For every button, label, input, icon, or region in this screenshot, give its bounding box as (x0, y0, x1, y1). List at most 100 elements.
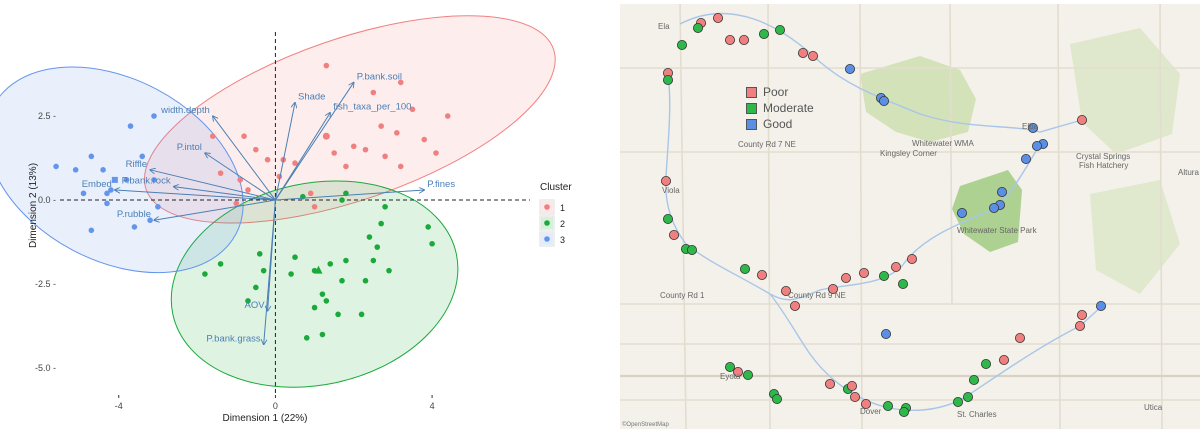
site-marker-moderate (980, 358, 991, 369)
site-marker-poor (797, 48, 808, 59)
cluster-3-point (104, 190, 110, 197)
cluster-1-point (253, 146, 259, 153)
cluster-2-point (288, 271, 294, 277)
forest-area (1090, 180, 1180, 294)
place-label: Kingsley Corner (880, 149, 937, 158)
loading-label: P.intol (177, 142, 202, 153)
cluster-2-point (386, 267, 392, 274)
map-legend: Poor Moderate Good (746, 84, 814, 132)
road (679, 4, 687, 429)
site-marker-good (1095, 300, 1106, 311)
cluster-2-point (366, 234, 373, 240)
legend-key-point (544, 204, 550, 210)
site-marker-poor (858, 267, 869, 278)
site-marker-poor (890, 261, 901, 272)
map-legend-good: Good (746, 116, 814, 132)
loading-arrow (154, 199, 276, 220)
map-legend-moderate: Moderate (746, 100, 814, 116)
legend-key-point (544, 236, 550, 242)
cluster-2-point (358, 311, 365, 318)
cluster-1-point (245, 187, 251, 193)
x-axis-label: Dimension 1 (22%) (222, 413, 307, 424)
cluster-2-point (319, 331, 326, 338)
legend-label: 1 (560, 203, 565, 213)
road (949, 4, 953, 305)
loading-label: P.fines (427, 179, 455, 190)
site-marker-poor (713, 12, 724, 23)
loading-arrow (174, 187, 276, 201)
legend-label: 3 (560, 235, 565, 245)
site-marker-poor (669, 229, 680, 240)
loading-arrow (275, 190, 424, 201)
loading-label: P.bank.soil (357, 71, 402, 82)
site-marker-poor (1074, 320, 1085, 331)
site-marker-moderate (771, 393, 782, 404)
place-label: Viola (662, 186, 680, 195)
cluster-2-point (323, 298, 330, 304)
cluster-3-point (88, 227, 95, 234)
cluster-2-point (253, 284, 259, 291)
cluster-1-centroid (322, 132, 330, 140)
loading-arrow (150, 170, 276, 201)
cluster-2-point (429, 240, 435, 247)
site-marker-moderate (952, 396, 963, 407)
place-label: Fish Hatchery (1079, 161, 1129, 170)
x-tick-label: 0 (273, 401, 278, 411)
map-copyright: ©OpenStreetMap (622, 422, 669, 428)
cluster-2-point (245, 298, 251, 304)
site-marker-poor (846, 380, 857, 391)
map-legend-poor: Poor (746, 84, 814, 100)
cluster-2-point (343, 257, 349, 264)
road (859, 4, 863, 429)
site-marker-poor (849, 391, 860, 402)
legend-key-point (544, 220, 550, 226)
cluster-3-point (127, 123, 134, 129)
y-tick-label: 0.0 - (38, 195, 56, 205)
road (1159, 4, 1163, 429)
cluster-1-point (292, 160, 298, 166)
legend-label: 2 (560, 219, 565, 229)
cluster-3-point (147, 217, 153, 224)
site-marker-poor (780, 285, 791, 296)
site-marker-poor (827, 283, 838, 294)
cluster-2-point (425, 224, 431, 230)
site-marker-poor (840, 272, 851, 283)
cluster-2-point (260, 267, 267, 274)
cluster-3-point (155, 203, 161, 210)
site-marker-moderate (878, 270, 889, 281)
road (767, 4, 771, 429)
loading-label: AOV (245, 300, 266, 311)
cluster-1-point (409, 106, 416, 113)
site-marker-good (878, 96, 889, 107)
cluster-2-point (327, 261, 334, 267)
pca-biplot: -4 0 4 2.5 - 0.0 - -2.5 - -5.0 - Dimension 1 (2… (0, 15, 572, 424)
place-label: Dover (860, 407, 882, 416)
cluster-1-point (370, 89, 377, 96)
cluster-2-point (256, 251, 263, 257)
place-label: County Rd 1 (660, 291, 705, 300)
site-marker-poor (824, 378, 835, 389)
cluster-3-point (108, 187, 114, 193)
cluster-3-point (151, 113, 157, 119)
cluster-2-point (335, 311, 341, 318)
site-marker-poor (860, 398, 871, 409)
loading-label: Riffle (126, 159, 147, 170)
site-marker-moderate (663, 213, 674, 224)
cluster-2-point (362, 277, 369, 284)
loading-arrow (275, 82, 353, 201)
loading-arrow (213, 116, 276, 201)
site-marker-moderate (968, 374, 979, 385)
cluster-2-point (311, 304, 318, 311)
cluster-1-point (343, 163, 349, 170)
site-marker-moderate (693, 22, 704, 33)
site-marker-poor (725, 34, 736, 45)
loading-arrow (205, 153, 276, 201)
place-label: Whitewater WMA (912, 139, 974, 148)
cluster-2-point (382, 203, 388, 210)
cluster-2-point (339, 197, 345, 203)
cluster-3-point (88, 153, 95, 160)
cluster-2-point (202, 271, 208, 277)
site-marker-poor (1076, 309, 1087, 320)
site-marker-poor (756, 269, 767, 280)
cluster-3-centroid (111, 176, 118, 183)
